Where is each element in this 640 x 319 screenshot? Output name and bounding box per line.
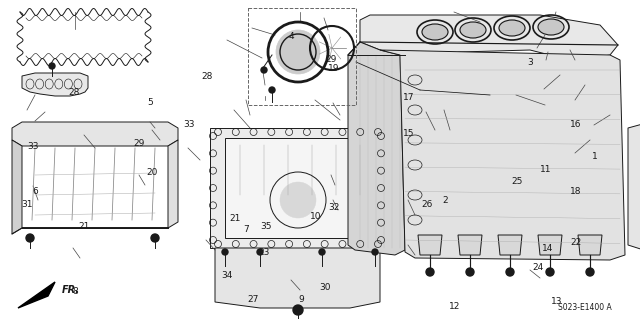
Text: 33: 33 bbox=[183, 120, 195, 129]
Polygon shape bbox=[22, 140, 178, 228]
Polygon shape bbox=[210, 128, 385, 248]
Polygon shape bbox=[18, 282, 55, 308]
Polygon shape bbox=[498, 235, 522, 255]
Circle shape bbox=[151, 234, 159, 242]
Text: 8: 8 bbox=[73, 287, 78, 296]
Polygon shape bbox=[360, 15, 618, 58]
Text: 24: 24 bbox=[532, 263, 543, 272]
Text: 20: 20 bbox=[147, 168, 158, 177]
Text: 1: 1 bbox=[593, 152, 598, 161]
Polygon shape bbox=[22, 73, 88, 96]
Text: 28: 28 bbox=[201, 72, 212, 81]
Ellipse shape bbox=[460, 22, 486, 38]
Text: 22: 22 bbox=[570, 238, 582, 247]
Text: 30: 30 bbox=[319, 283, 331, 292]
Text: 33: 33 bbox=[28, 142, 39, 151]
Polygon shape bbox=[458, 235, 482, 255]
Text: 23: 23 bbox=[258, 248, 269, 256]
Text: 18: 18 bbox=[570, 187, 582, 196]
Polygon shape bbox=[628, 122, 640, 252]
Text: 15: 15 bbox=[403, 130, 414, 138]
Text: 7: 7 bbox=[244, 225, 249, 234]
Polygon shape bbox=[380, 50, 625, 260]
Circle shape bbox=[293, 305, 303, 315]
Polygon shape bbox=[418, 235, 442, 255]
Circle shape bbox=[269, 87, 275, 93]
Text: S023-E1400 A: S023-E1400 A bbox=[558, 302, 612, 311]
Text: 28: 28 bbox=[68, 88, 79, 97]
Polygon shape bbox=[12, 140, 22, 234]
Circle shape bbox=[261, 67, 267, 73]
Circle shape bbox=[257, 249, 263, 255]
Text: 35: 35 bbox=[260, 222, 271, 231]
Text: 26: 26 bbox=[422, 200, 433, 209]
Text: 16: 16 bbox=[570, 120, 582, 129]
Circle shape bbox=[586, 268, 594, 276]
Text: 14: 14 bbox=[541, 244, 553, 253]
Text: FR.: FR. bbox=[62, 285, 80, 295]
Ellipse shape bbox=[538, 19, 564, 35]
Polygon shape bbox=[215, 248, 380, 308]
Text: 27: 27 bbox=[247, 295, 259, 304]
Text: 2: 2 bbox=[442, 197, 447, 205]
Polygon shape bbox=[348, 42, 405, 255]
Text: 34: 34 bbox=[221, 271, 233, 280]
Text: 12: 12 bbox=[449, 302, 460, 311]
Text: 5: 5 bbox=[148, 98, 153, 107]
Text: 25: 25 bbox=[511, 177, 523, 186]
Circle shape bbox=[319, 249, 325, 255]
Text: 21: 21 bbox=[79, 222, 90, 231]
Circle shape bbox=[372, 249, 378, 255]
Circle shape bbox=[426, 268, 434, 276]
Ellipse shape bbox=[499, 20, 525, 36]
Text: 29: 29 bbox=[134, 139, 145, 148]
Text: 19: 19 bbox=[328, 64, 340, 73]
Bar bbox=[248, 8, 356, 105]
Circle shape bbox=[280, 182, 316, 218]
Polygon shape bbox=[538, 235, 562, 255]
Text: 29: 29 bbox=[326, 55, 337, 63]
Text: 21: 21 bbox=[230, 214, 241, 223]
Text: 32: 32 bbox=[328, 203, 340, 212]
Text: 4: 4 bbox=[289, 32, 294, 41]
Text: 17: 17 bbox=[403, 93, 414, 102]
Polygon shape bbox=[578, 235, 602, 255]
Circle shape bbox=[222, 249, 228, 255]
Circle shape bbox=[466, 268, 474, 276]
Text: 9: 9 bbox=[298, 295, 303, 304]
Text: 11: 11 bbox=[540, 165, 551, 174]
Circle shape bbox=[26, 234, 34, 242]
Circle shape bbox=[506, 268, 514, 276]
Polygon shape bbox=[225, 138, 372, 238]
Text: 6: 6 bbox=[33, 187, 38, 196]
Ellipse shape bbox=[422, 24, 448, 40]
Text: 31: 31 bbox=[21, 200, 33, 209]
Text: 3: 3 bbox=[527, 58, 532, 67]
Polygon shape bbox=[12, 122, 178, 146]
Text: 13: 13 bbox=[551, 297, 563, 306]
Circle shape bbox=[546, 268, 554, 276]
Text: 10: 10 bbox=[310, 212, 321, 221]
Circle shape bbox=[276, 30, 320, 74]
Circle shape bbox=[49, 63, 55, 69]
